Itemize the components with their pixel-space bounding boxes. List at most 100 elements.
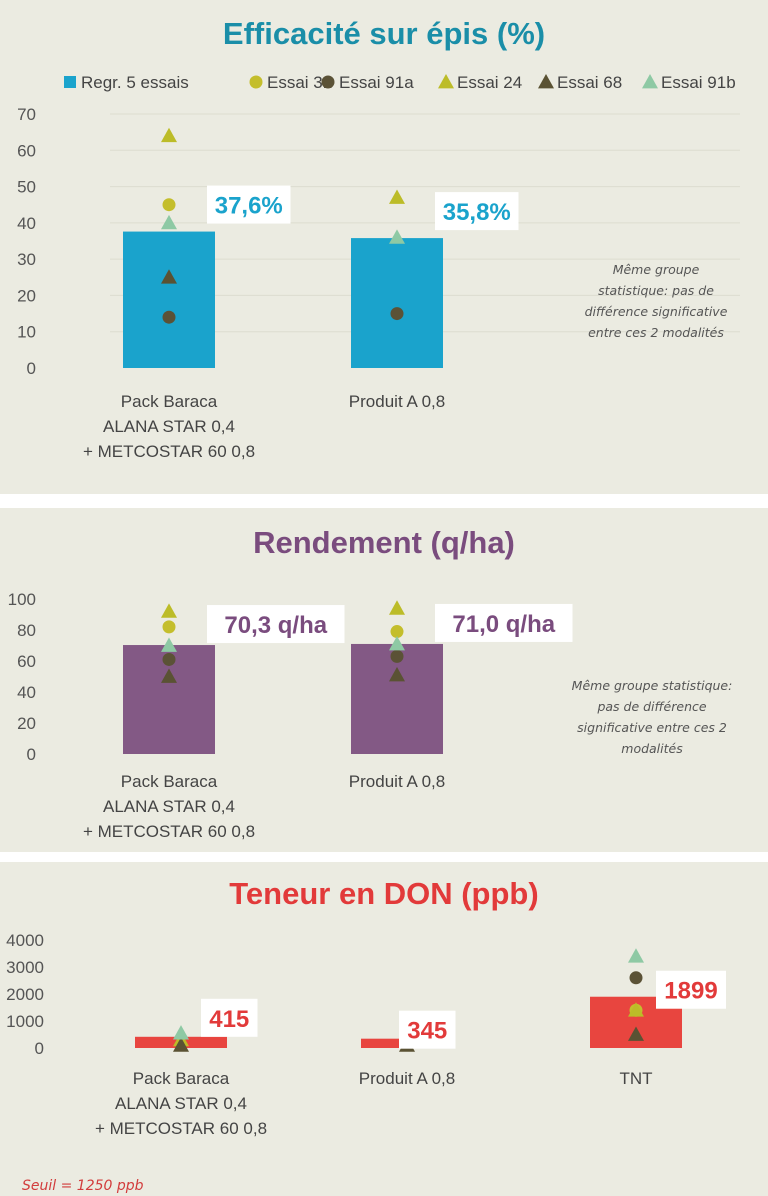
legend-label: Essai 68 xyxy=(557,73,622,92)
category-label-line: Produit A 0,8 xyxy=(359,1069,455,1088)
data-point-essai-91a xyxy=(162,310,176,324)
data-label-box xyxy=(201,998,258,1037)
category-label-line: ALANA STAR 0,4 xyxy=(115,1094,247,1113)
chart-don: Teneur en DON (ppb) 0 1000 2000 3000 4000 415 P… xyxy=(6,876,726,1194)
data-point-essai-91b xyxy=(161,637,177,652)
data-point-essai-91b xyxy=(389,635,405,651)
note-line: Même groupe xyxy=(613,262,700,277)
chart-panel-rendement: Rendement (q/ha) 0 20 40 60 80 100 70,3 q/ha Pac… xyxy=(0,508,768,852)
chart-title: Teneur en DON (ppb) xyxy=(229,876,538,911)
category-label: Produit A 0,8 xyxy=(349,392,445,411)
note-line: différence significative xyxy=(585,304,728,319)
data-point-essai-91b xyxy=(628,948,644,963)
y-tick-label: 0 xyxy=(27,359,36,378)
data-point-essai-31 xyxy=(162,620,176,634)
data-label: 35,8% xyxy=(443,199,511,226)
note-line: statistique: pas de xyxy=(598,283,714,298)
chart-panel-efficacite: Efficacité sur épis (%) Regr. 5 essais Ess… xyxy=(0,0,768,494)
category-label: Pack Baraca ALANA STAR 0,4 + METCOSTAR 60 … xyxy=(83,772,255,841)
category-label-line: Pack Baraca xyxy=(121,392,218,411)
data-label-box xyxy=(207,605,345,644)
data-label-box xyxy=(656,970,726,1009)
data-point-essai-24 xyxy=(161,127,177,143)
data-label: 70,3 q/ha xyxy=(224,612,327,639)
data-point-essai-91b xyxy=(161,214,177,230)
category-label: TNT xyxy=(619,1069,652,1088)
data-point-essai-68 xyxy=(161,668,177,683)
y-tick-label: 0 xyxy=(27,745,36,764)
y-tick-label: 20 xyxy=(17,714,36,733)
data-point-essai-24 xyxy=(389,189,405,204)
y-tick-label: 40 xyxy=(17,683,36,702)
legend-label: Regr. 5 essais xyxy=(81,73,189,92)
data-label: 345 xyxy=(407,1018,447,1045)
data-label-box xyxy=(399,1010,456,1049)
category-label-line: + METCOSTAR 60 0,8 xyxy=(83,822,255,841)
y-tick-label: 40 xyxy=(17,214,36,233)
note-line: pas de différence xyxy=(596,699,706,714)
y-tick-label: 0 xyxy=(35,1039,44,1058)
y-tick-label: 60 xyxy=(17,141,36,160)
data-label-box xyxy=(207,185,291,224)
chart-rendement: Rendement (q/ha) 0 20 40 60 80 100 70,3 q/ha Pac… xyxy=(8,525,733,841)
chart-panel-don: Teneur en DON (ppb) 0 1000 2000 3000 4000 415 P… xyxy=(0,862,768,1196)
data-point-essai-68 xyxy=(161,269,177,284)
data-label: 37,6% xyxy=(215,193,283,220)
legend-swatch-bar xyxy=(64,76,76,88)
data-label-box xyxy=(435,603,573,642)
data-label: 71,0 q/ha xyxy=(452,611,555,638)
legend-marker xyxy=(538,74,554,89)
y-tick-label: 20 xyxy=(17,286,36,305)
bar xyxy=(351,238,443,368)
note-line: entre ces 2 modalités xyxy=(588,325,724,340)
category-label-line: + METCOSTAR 60 0,8 xyxy=(83,442,255,461)
bar xyxy=(123,231,215,368)
y-tick-label: 80 xyxy=(17,621,36,640)
category-label-line: Pack Baraca xyxy=(133,1069,230,1088)
y-tick-label: 1000 xyxy=(6,1012,44,1031)
category-label: Pack Baraca ALANA STAR 0,4 + METCOSTAR 60 … xyxy=(95,1069,267,1138)
y-tick-label: 30 xyxy=(17,250,36,269)
note-line: significative entre ces 2 xyxy=(577,720,727,735)
y-tick-label: 60 xyxy=(17,652,36,671)
data-point-essai-91a xyxy=(390,649,404,663)
y-tick-label: 10 xyxy=(17,323,36,342)
note-line: modalités xyxy=(621,741,683,756)
data-point-essai-68 xyxy=(173,1037,189,1052)
category-label-line: + METCOSTAR 60 0,8 xyxy=(95,1119,267,1138)
category-label-line: ALANA STAR 0,4 xyxy=(103,797,235,816)
data-point-essai-31 xyxy=(162,198,176,212)
legend-marker xyxy=(642,74,658,89)
legend-label: Essai 91a xyxy=(339,73,414,92)
data-label-box xyxy=(435,192,519,231)
category-label-line: ALANA STAR 0,4 xyxy=(103,417,235,436)
category-label: Produit A 0,8 xyxy=(349,772,445,791)
category-label-line: Pack Baraca xyxy=(121,772,218,791)
legend-label: Essai 31 xyxy=(267,73,332,92)
y-tick-label: 70 xyxy=(17,105,36,124)
legend-marker xyxy=(321,75,335,89)
data-point-essai-24 xyxy=(628,1002,644,1017)
y-tick-label: 50 xyxy=(17,178,36,197)
chart-title: Efficacité sur épis (%) xyxy=(223,16,545,51)
category-label-line: Produit A 0,8 xyxy=(349,772,445,791)
data-point-essai-91b xyxy=(173,1025,189,1040)
y-tick-label: 100 xyxy=(8,590,36,609)
data-point-essai-24 xyxy=(389,600,405,615)
chart-efficacite: Efficacité sur épis (%) Regr. 5 essais Ess… xyxy=(17,16,740,461)
category-label-line: Produit A 0,8 xyxy=(349,392,445,411)
y-tick-label: 2000 xyxy=(6,985,44,1004)
data-point-essai-68 xyxy=(628,1026,644,1041)
data-point-essai-68 xyxy=(389,666,405,682)
note-line: Même groupe statistique: xyxy=(572,678,733,693)
category-label: Pack Baraca ALANA STAR 0,4 + METCOSTAR 60 … xyxy=(83,392,255,461)
data-label: 415 xyxy=(209,1006,249,1033)
legend-label: Essai 91b xyxy=(661,73,736,92)
data-point-essai-31 xyxy=(390,625,404,639)
data-point-essai-91a xyxy=(162,652,176,666)
legend-label: Essai 24 xyxy=(457,73,522,92)
data-point-essai-24 xyxy=(161,603,177,618)
legend-marker xyxy=(438,74,454,89)
category-label-line: TNT xyxy=(619,1069,652,1088)
data-point-essai-91a xyxy=(629,971,643,985)
